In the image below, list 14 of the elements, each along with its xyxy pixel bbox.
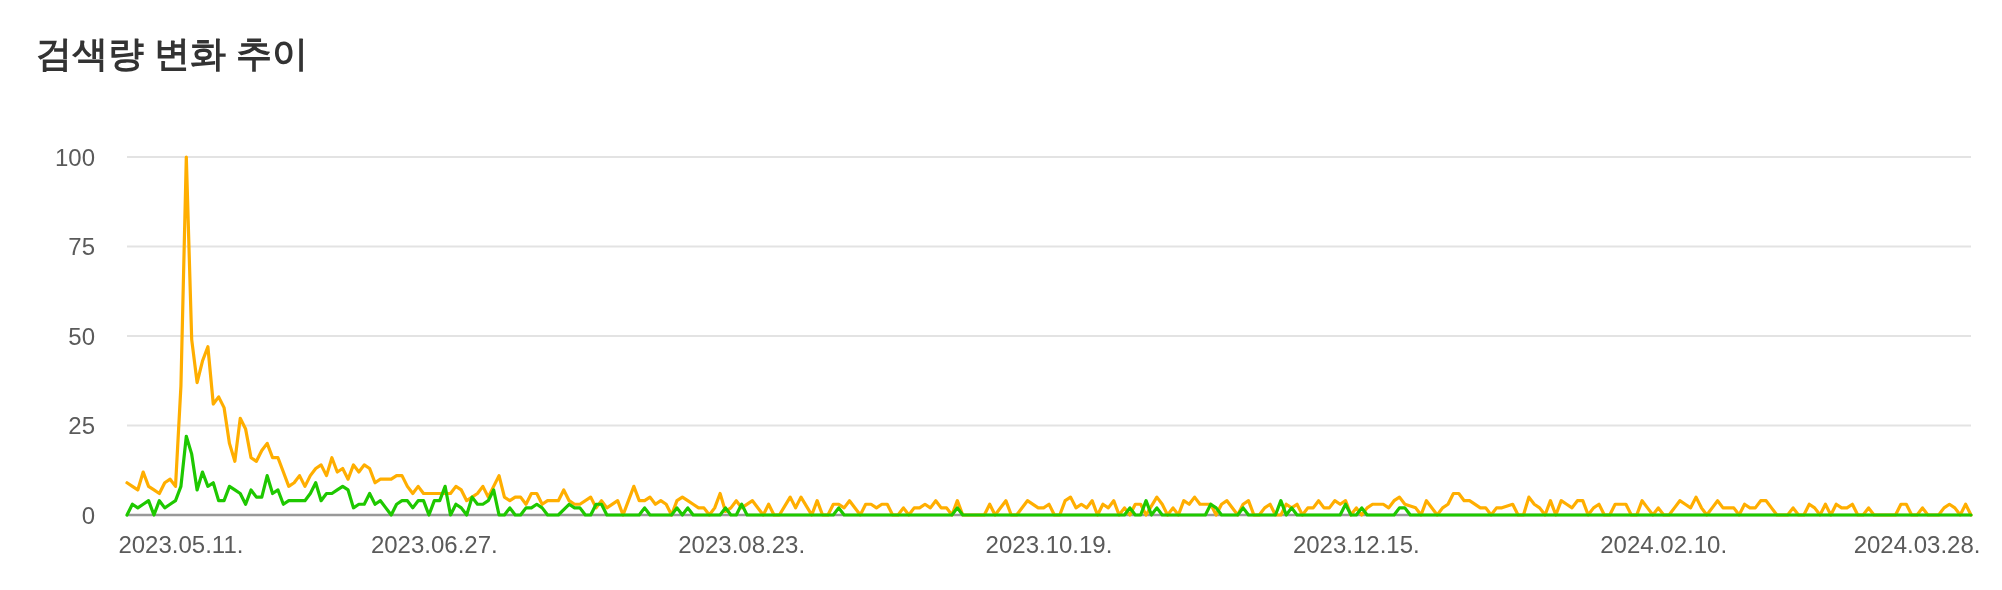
y-tick-label: 50 (68, 322, 95, 350)
y-tick-label: 25 (68, 412, 95, 439)
x-tick-label: 2023.10.19. (985, 530, 1113, 558)
x-tick-label: 2023.12.15. (1292, 530, 1420, 558)
y-tick-label: 100 (54, 143, 95, 171)
x-tick-label: 2024.02.10. (1600, 530, 1728, 558)
y-tick-label: 75 (68, 233, 95, 260)
x-tick-label: 2023.05.11. (118, 530, 244, 558)
line-series (125, 434, 1973, 517)
x-tick-label: 2023.06.27. (370, 530, 498, 558)
x-tick-label: 2024.03.28. (1853, 530, 1981, 558)
chart-title: 검색량 변화 추이 (36, 33, 309, 74)
y-tick-label: 0 (81, 501, 95, 529)
x-tick-label: 2023.08.23. (678, 530, 806, 558)
